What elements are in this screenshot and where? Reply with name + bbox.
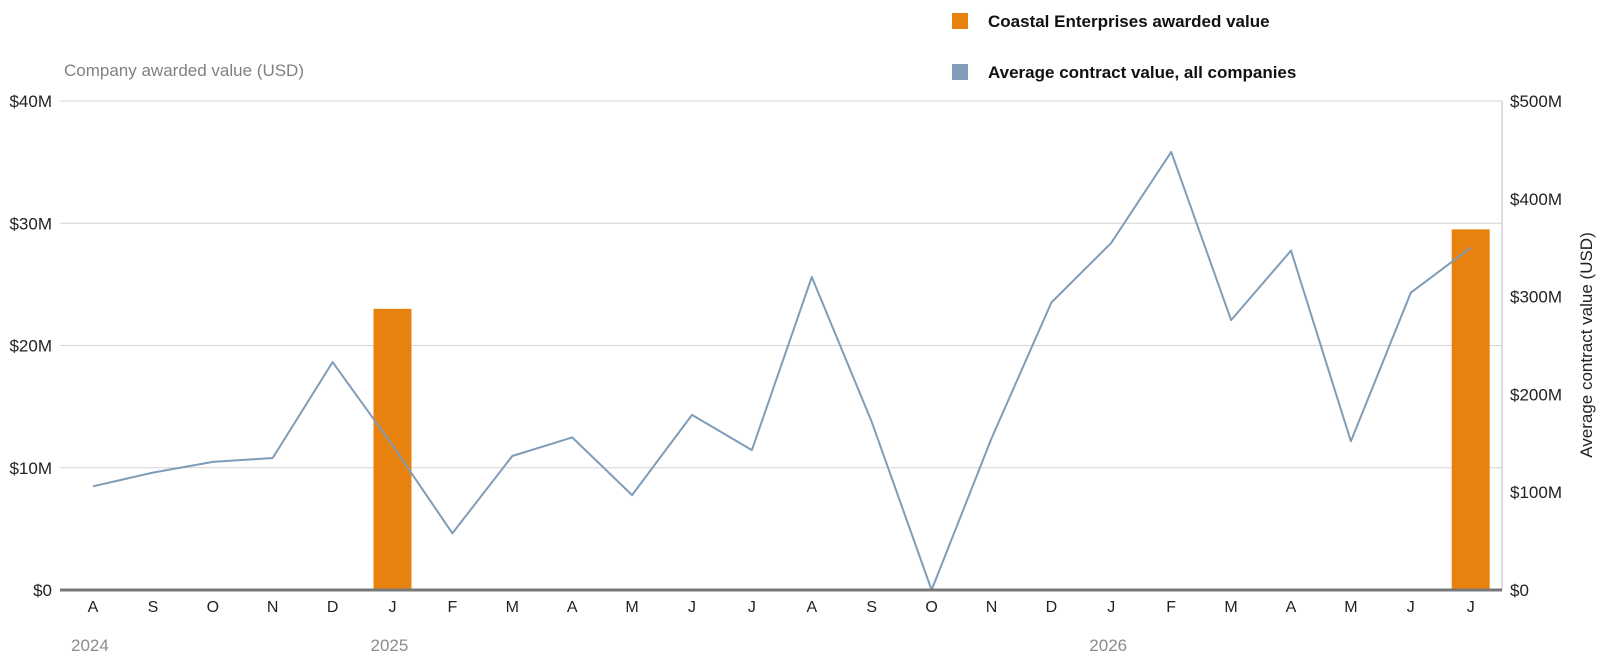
line-point <box>93 486 94 487</box>
right-axis-tick-label: $300M <box>1510 288 1562 307</box>
left-axis-tick-label: $20M <box>9 337 52 356</box>
line-point <box>991 438 992 439</box>
line-point <box>1051 302 1052 303</box>
x-axis-tick-label: M <box>625 599 638 616</box>
x-axis-tick-label: A <box>806 599 817 616</box>
x-axis-tick-label: N <box>267 599 279 616</box>
right-axis-tick-label: $200M <box>1510 385 1562 404</box>
legend-swatch <box>952 64 968 80</box>
x-axis-tick-label: J <box>688 599 696 616</box>
x-axis-tick-label: S <box>148 599 159 616</box>
left-axis-tick-label: $30M <box>9 214 52 233</box>
line-point <box>871 421 872 422</box>
line-point <box>811 277 812 278</box>
line-point <box>692 414 693 415</box>
x-axis-tick-label: J <box>1467 599 1475 616</box>
x-axis-tick-label: J <box>1407 599 1415 616</box>
line-point <box>452 533 453 534</box>
x-axis-tick-label: J <box>389 599 397 616</box>
bar <box>373 308 412 590</box>
line-point <box>1231 320 1232 321</box>
x-axis-tick-label: O <box>207 599 219 616</box>
series-line <box>92 150 1472 591</box>
left-axis-title: Company awarded value (USD) <box>64 61 304 80</box>
axes: $0 $10M $20M $30M $40M $0 $100M $200M $300M $400M… <box>9 61 1596 655</box>
left-axis-tick-label: $0 <box>33 581 52 600</box>
right-axis-tick-label: $500M <box>1510 92 1562 111</box>
right-axis-title: Average contract value (USD) <box>1577 232 1596 458</box>
left-axis-tick-label: $40M <box>9 92 52 111</box>
bar <box>1451 229 1490 591</box>
year-label: 2025 <box>371 636 409 655</box>
right-axis-tick-label: $400M <box>1510 190 1562 209</box>
x-axis-tick-label: J <box>1107 599 1115 616</box>
left-axis-tick-label: $10M <box>9 459 52 478</box>
line-point <box>1470 247 1471 248</box>
x-axis-tick-label: M <box>506 599 519 616</box>
bar-series <box>373 229 1490 591</box>
legend-label: Coastal Enterprises awarded value <box>988 12 1270 31</box>
x-axis-tick-label: M <box>1224 599 1237 616</box>
line-point <box>1350 441 1351 442</box>
x-axis-tick-label: A <box>567 599 578 616</box>
line-point <box>751 450 752 451</box>
line-point <box>152 472 153 473</box>
x-axis-tick-label: F <box>1166 599 1176 616</box>
legend-label: Average contract value, all companies <box>988 63 1296 82</box>
line-point <box>332 362 333 363</box>
line-point <box>1111 242 1112 243</box>
line-point <box>1171 151 1172 152</box>
legend-swatch <box>952 13 968 29</box>
year-label: 2024 <box>71 636 109 655</box>
line-point <box>1291 250 1292 251</box>
line-point <box>572 437 573 438</box>
x-axis-tick-label: J <box>748 599 756 616</box>
line-point <box>1410 292 1411 293</box>
x-axis-tick-label: A <box>1286 599 1297 616</box>
right-axis-tick-label: $100M <box>1510 483 1562 502</box>
line-point <box>392 445 393 446</box>
x-axis-tick-label: M <box>1344 599 1357 616</box>
year-label: 2026 <box>1089 636 1127 655</box>
gridlines <box>60 100 1502 469</box>
x-axis-tick-label: D <box>1046 599 1058 616</box>
x-axis-tick-label: D <box>327 599 339 616</box>
x-axis-tick-label: N <box>986 599 998 616</box>
x-axis-tick-label: A <box>88 599 99 616</box>
legend: Coastal Enterprises awarded value Average… <box>952 12 1296 82</box>
line-series <box>92 150 1472 591</box>
x-axis-tick-label: S <box>866 599 877 616</box>
x-axis-tick-label: F <box>448 599 458 616</box>
line-point <box>512 456 513 457</box>
line-point <box>632 495 633 496</box>
right-axis-tick-label: $0 <box>1510 581 1529 600</box>
line-point <box>212 461 213 462</box>
line-point <box>272 457 273 458</box>
x-axis-tick-label: O <box>925 599 937 616</box>
